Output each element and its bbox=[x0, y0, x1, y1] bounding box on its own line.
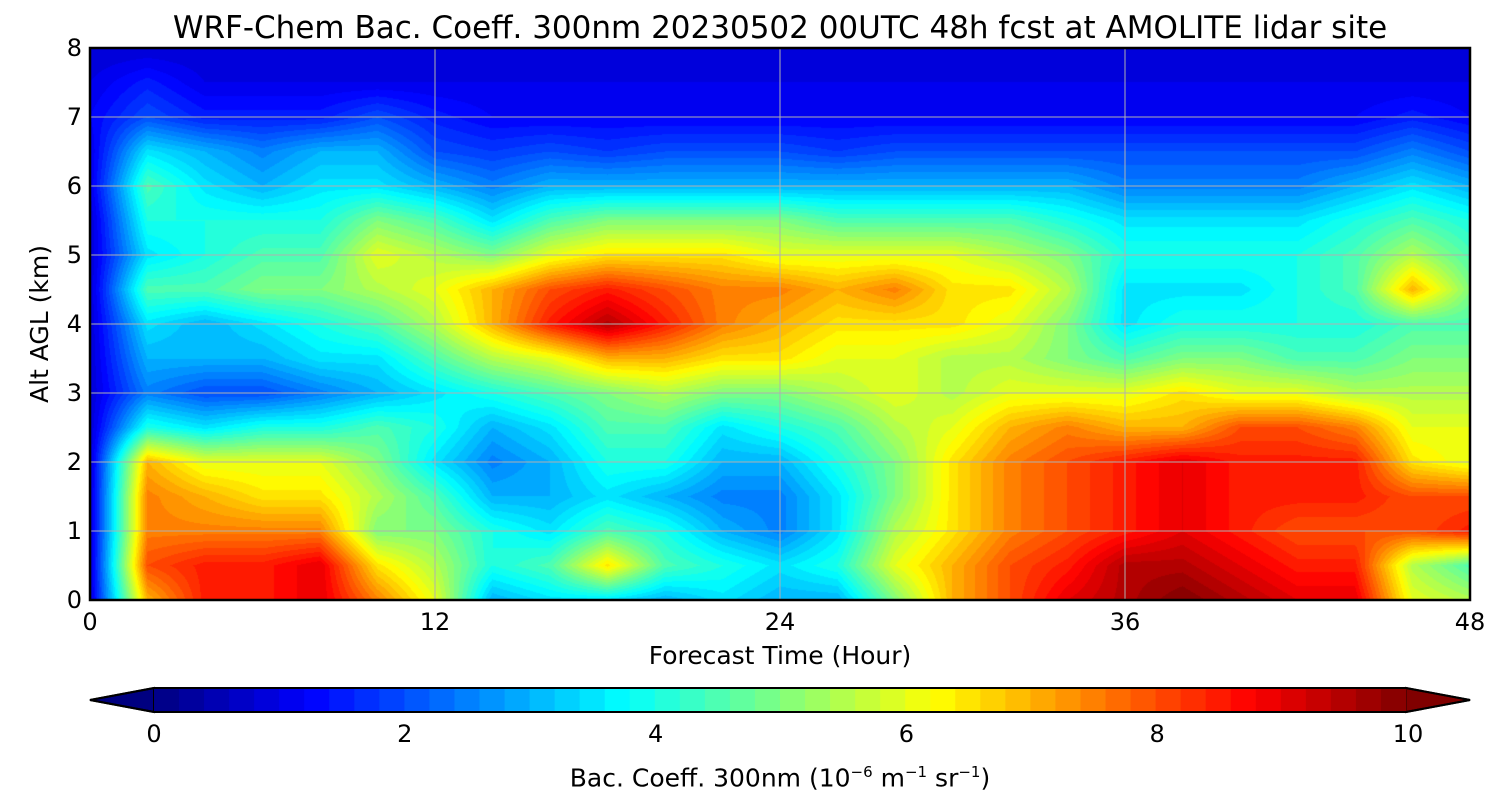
colorbar-level bbox=[1280, 688, 1307, 712]
colorbar-level bbox=[1105, 688, 1132, 712]
colorbar-level bbox=[1355, 688, 1382, 712]
y-tick-label: 2 bbox=[66, 448, 82, 476]
colorbar-level bbox=[554, 688, 581, 712]
colorbar-level bbox=[329, 688, 355, 712]
colorbar-level bbox=[229, 688, 255, 712]
colorbar-level bbox=[379, 688, 405, 712]
colorbar-level bbox=[529, 688, 556, 712]
colorbar-level bbox=[905, 688, 931, 712]
y-axis-label: Alt AGL (km) bbox=[25, 244, 54, 404]
y-tick-label: 4 bbox=[66, 310, 82, 338]
colorbar-level bbox=[504, 688, 531, 712]
y-tick-label: 0 bbox=[66, 586, 82, 614]
colorbar-level bbox=[304, 688, 330, 712]
colorbar-tick-label: 8 bbox=[1149, 720, 1165, 748]
colorbar-level bbox=[729, 688, 756, 712]
colorbar-level bbox=[204, 688, 230, 712]
plot-overlay bbox=[88, 46, 1472, 602]
colorbar-level bbox=[254, 688, 280, 712]
colorbar-level bbox=[980, 688, 1006, 712]
y-tick-label: 6 bbox=[66, 172, 82, 200]
colorbar-level bbox=[479, 688, 506, 712]
colorbar-level bbox=[1305, 688, 1332, 712]
y-tick-label: 3 bbox=[66, 379, 82, 407]
colorbar-level bbox=[354, 688, 380, 712]
y-tick-label: 8 bbox=[66, 34, 82, 62]
colorbar-level bbox=[855, 688, 881, 712]
colorbar-level bbox=[679, 688, 706, 712]
x-tick-label: 48 bbox=[1454, 608, 1486, 636]
x-tick-label: 36 bbox=[1109, 608, 1141, 636]
colorbar-level bbox=[579, 688, 606, 712]
colorbar-level bbox=[179, 688, 205, 712]
colorbar-level bbox=[1130, 688, 1157, 712]
colorbar-level bbox=[830, 688, 856, 712]
chart-title: WRF-Chem Bac. Coeff. 300nm 20230502 00UT… bbox=[172, 10, 1388, 46]
colorbar-level bbox=[1255, 688, 1282, 712]
colorbar-level bbox=[1080, 688, 1107, 712]
y-tick-label: 5 bbox=[66, 241, 82, 269]
colorbar-levels bbox=[154, 688, 1407, 712]
colorbar-level bbox=[454, 688, 481, 712]
colorbar-level bbox=[629, 688, 656, 712]
colorbar-level bbox=[880, 688, 906, 712]
colorbar-level bbox=[654, 688, 681, 712]
colorbar-level bbox=[1380, 688, 1407, 712]
colorbar-tick-label: 6 bbox=[898, 720, 915, 748]
colorbar-extend-high bbox=[1405, 686, 1471, 714]
colorbar-extend-low bbox=[89, 686, 155, 714]
colorbar-level bbox=[1205, 688, 1232, 712]
x-tick-label: 24 bbox=[764, 608, 796, 636]
colorbar-level bbox=[1230, 688, 1257, 712]
colorbar-level bbox=[1055, 688, 1082, 712]
colorbar-level bbox=[604, 688, 631, 712]
colorbar-level bbox=[279, 688, 305, 712]
colorbar bbox=[89, 686, 1471, 714]
colorbar-level bbox=[1155, 688, 1182, 712]
y-tick-label: 1 bbox=[66, 517, 82, 545]
x-tick-label: 0 bbox=[82, 608, 98, 636]
colorbar-level bbox=[780, 688, 806, 712]
grid-lines bbox=[90, 48, 1470, 600]
colorbar-level bbox=[805, 688, 831, 712]
colorbar-level bbox=[404, 688, 431, 712]
colorbar-level bbox=[429, 688, 456, 712]
colorbar-level bbox=[704, 688, 731, 712]
x-tick-label: 12 bbox=[419, 608, 451, 636]
colorbar-tick-label: 0 bbox=[146, 720, 162, 748]
plot-area bbox=[88, 46, 1472, 602]
colorbar-level bbox=[1005, 688, 1031, 712]
colorbar-outline bbox=[89, 687, 1471, 713]
colorbar-level bbox=[955, 688, 981, 712]
plot-frame bbox=[88, 46, 1472, 602]
y-tick-label: 7 bbox=[66, 103, 82, 131]
colorbar-tick-label: 4 bbox=[647, 720, 664, 748]
x-axis-label: Forecast Time (Hour) bbox=[648, 641, 912, 670]
colorbar-level bbox=[930, 688, 956, 712]
colorbar-tick-label: 2 bbox=[397, 720, 413, 748]
colorbar-label: Bac. Coeff. 300nm (10−6 m−1 sr−1) bbox=[569, 763, 991, 793]
colorbar-level bbox=[754, 688, 781, 712]
colorbar-level bbox=[1030, 688, 1057, 712]
colorbar-level bbox=[154, 688, 180, 712]
colorbar-tick-label: 10 bbox=[1392, 720, 1424, 748]
colorbar-level bbox=[1330, 688, 1357, 712]
colorbar-level bbox=[1180, 688, 1207, 712]
